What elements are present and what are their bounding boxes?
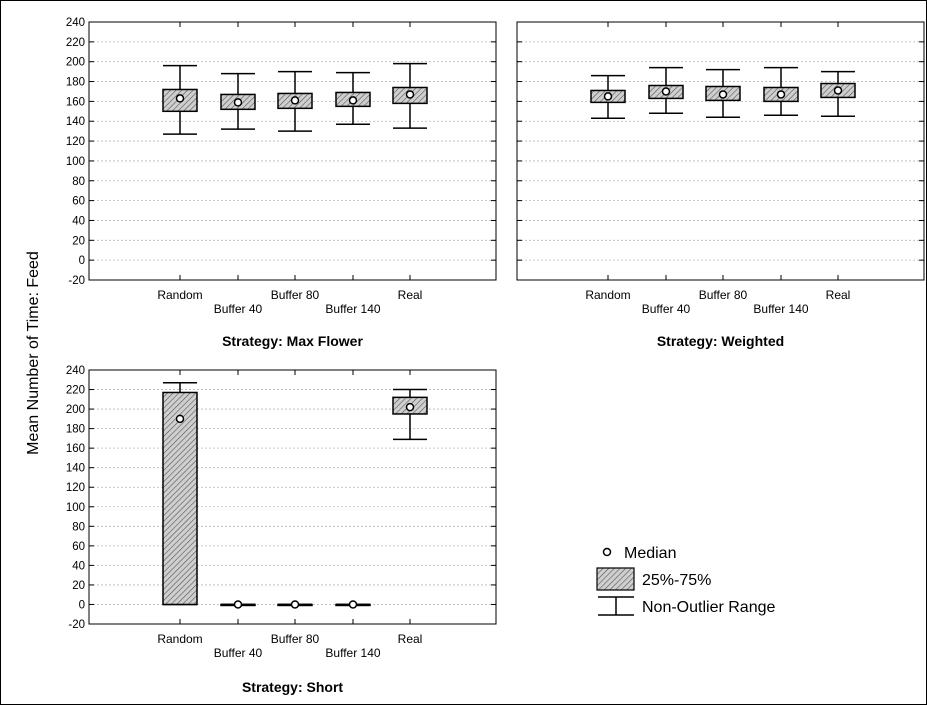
y-tick-label: 140 bbox=[66, 463, 85, 475]
median-marker bbox=[348, 96, 358, 105]
y-tick-label: 160 bbox=[66, 443, 85, 455]
legend: Median 25%-75% Non-Outlier Range bbox=[596, 545, 776, 616]
plot-frame bbox=[88, 21, 497, 281]
box-buffer-80 bbox=[705, 68, 741, 119]
legend-box-label: 25%-75% bbox=[642, 572, 711, 589]
y-tick-label: 80 bbox=[72, 176, 85, 188]
x-category-label: Real bbox=[398, 632, 423, 646]
y-tick-label: 60 bbox=[72, 541, 85, 553]
plot-frame bbox=[516, 21, 925, 281]
y-tick-label: 40 bbox=[72, 560, 85, 572]
median-marker bbox=[661, 87, 671, 96]
median-marker bbox=[175, 94, 185, 103]
legend-box-swatch bbox=[596, 567, 635, 591]
y-tick-label: 40 bbox=[72, 215, 85, 227]
box-real bbox=[392, 388, 428, 441]
y-tick-label: 120 bbox=[66, 482, 85, 494]
plot-frame bbox=[88, 369, 497, 625]
median-marker bbox=[776, 90, 786, 99]
y-tick-label: 240 bbox=[66, 17, 85, 29]
box-buffer-40 bbox=[220, 72, 256, 130]
median-marker bbox=[405, 90, 415, 99]
y-tick-label: 120 bbox=[66, 136, 85, 148]
x-category-label: Real bbox=[826, 288, 851, 302]
legend-median-label: Median bbox=[624, 545, 676, 562]
y-tick-label: 20 bbox=[72, 580, 85, 592]
y-tick-label: 200 bbox=[66, 404, 85, 416]
y-tick-label: 140 bbox=[66, 116, 85, 128]
panel-title: Strategy: Short bbox=[242, 679, 343, 695]
panel-title: Strategy: Max Flower bbox=[222, 333, 363, 349]
box-buffer-80 bbox=[277, 600, 313, 609]
box-real bbox=[820, 70, 856, 118]
y-tick-label: 180 bbox=[66, 424, 85, 436]
panels-layer: -20020406080100120140160180200220240Rand… bbox=[66, 17, 925, 695]
box-random bbox=[162, 64, 198, 135]
x-category-label: Buffer 140 bbox=[753, 302, 808, 316]
legend-whisker-symbol bbox=[598, 596, 634, 616]
x-category-label: Random bbox=[157, 632, 202, 646]
y-tick-label: 60 bbox=[72, 196, 85, 208]
x-category-label: Buffer 40 bbox=[214, 646, 263, 660]
panel-title: Strategy: Weighted bbox=[657, 333, 784, 349]
median-marker bbox=[405, 402, 415, 412]
box-buffer-140 bbox=[335, 71, 371, 125]
x-category-label: Buffer 80 bbox=[271, 288, 320, 302]
y-tick-label: 0 bbox=[79, 255, 85, 267]
x-category-label: Buffer 40 bbox=[214, 302, 263, 316]
box-random bbox=[162, 381, 198, 606]
y-tick-label: 100 bbox=[66, 156, 85, 168]
box-iqr bbox=[162, 391, 198, 606]
box-buffer-40 bbox=[220, 600, 256, 609]
box-random bbox=[590, 74, 626, 120]
median-marker bbox=[233, 600, 243, 609]
y-tick-label: 20 bbox=[72, 235, 85, 247]
y-tick-label: 180 bbox=[66, 77, 85, 89]
median-marker bbox=[233, 98, 243, 107]
x-category-label: Buffer 80 bbox=[271, 632, 320, 646]
box-buffer-80 bbox=[277, 70, 313, 132]
x-category-label: Buffer 140 bbox=[325, 646, 380, 660]
y-tick-label: 220 bbox=[66, 385, 85, 397]
box-real bbox=[392, 62, 428, 129]
legend-median-marker bbox=[602, 547, 612, 557]
median-marker bbox=[348, 600, 358, 609]
x-category-label: Buffer 80 bbox=[699, 288, 748, 302]
x-category-label: Random bbox=[585, 288, 630, 302]
box-buffer-40 bbox=[648, 66, 684, 115]
y-tick-label: 220 bbox=[66, 37, 85, 49]
median-marker bbox=[833, 86, 843, 95]
x-category-label: Real bbox=[398, 288, 423, 302]
median-marker bbox=[290, 96, 300, 105]
x-category-label: Buffer 40 bbox=[642, 302, 691, 316]
y-tick-label: -20 bbox=[68, 619, 85, 631]
median-marker bbox=[175, 414, 185, 424]
median-marker bbox=[603, 92, 613, 101]
y-tick-label: 100 bbox=[66, 502, 85, 514]
y-axis-label: Mean Number of Time: Feed bbox=[25, 251, 42, 455]
median-marker bbox=[290, 600, 300, 609]
panel-3: -20 0 20 40 60 80 100 120 140 160 180 200 220 240 Rand… bbox=[66, 365, 497, 695]
x-category-label: Random bbox=[157, 288, 202, 302]
panel-1: -20 0 20 40 60 80 100 120 140 160 180 200 220 240 Rand… bbox=[66, 17, 497, 349]
x-category-label: Buffer 140 bbox=[325, 302, 380, 316]
y-tick-label: 200 bbox=[66, 57, 85, 69]
panel-2: Random Buffer 40 Buffer 80 Buffer 140 Real St… bbox=[516, 21, 925, 349]
y-tick-label: 0 bbox=[79, 599, 85, 611]
box-buffer-140 bbox=[763, 66, 799, 117]
y-tick-label: 80 bbox=[72, 521, 85, 533]
box-buffer-140 bbox=[335, 600, 371, 609]
y-tick-label: -20 bbox=[68, 275, 85, 287]
y-tick-label: 160 bbox=[66, 96, 85, 108]
legend-whisker-label: Non-Outlier Range bbox=[642, 599, 776, 616]
y-tick-label: 240 bbox=[66, 365, 85, 377]
median-marker bbox=[718, 90, 728, 99]
